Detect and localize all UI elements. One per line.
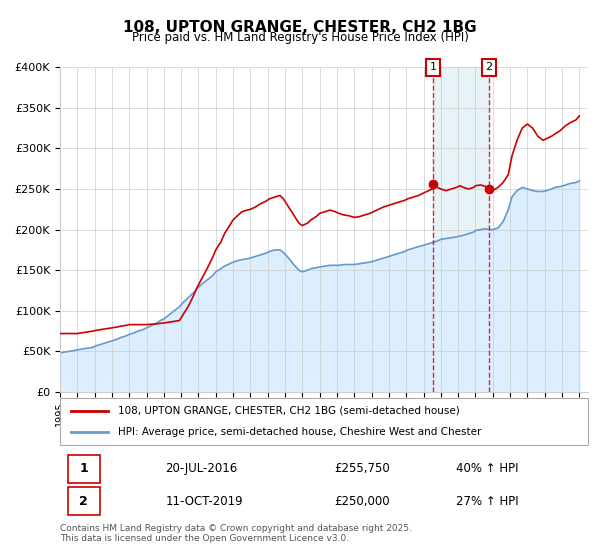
Text: 108, UPTON GRANGE, CHESTER, CH2 1BG (semi-detached house): 108, UPTON GRANGE, CHESTER, CH2 1BG (sem… — [118, 406, 460, 416]
Text: £255,750: £255,750 — [335, 463, 391, 475]
Text: 2: 2 — [79, 494, 88, 507]
Text: Price paid vs. HM Land Registry's House Price Index (HPI): Price paid vs. HM Land Registry's House … — [131, 31, 469, 44]
Text: 40% ↑ HPI: 40% ↑ HPI — [456, 463, 518, 475]
FancyBboxPatch shape — [60, 398, 588, 445]
Text: 1: 1 — [79, 463, 88, 475]
Text: HPI: Average price, semi-detached house, Cheshire West and Chester: HPI: Average price, semi-detached house,… — [118, 427, 481, 437]
Bar — [433, 67, 489, 392]
Text: 11-OCT-2019: 11-OCT-2019 — [166, 494, 243, 507]
FancyBboxPatch shape — [68, 487, 100, 515]
Text: 20-JUL-2016: 20-JUL-2016 — [166, 463, 238, 475]
Text: 1: 1 — [430, 62, 437, 72]
Text: £250,000: £250,000 — [335, 494, 390, 507]
Text: 2: 2 — [485, 62, 493, 72]
Text: 27% ↑ HPI: 27% ↑ HPI — [456, 494, 518, 507]
Text: 108, UPTON GRANGE, CHESTER, CH2 1BG: 108, UPTON GRANGE, CHESTER, CH2 1BG — [123, 20, 477, 35]
FancyBboxPatch shape — [68, 455, 100, 483]
Text: Contains HM Land Registry data © Crown copyright and database right 2025.
This d: Contains HM Land Registry data © Crown c… — [60, 524, 412, 543]
